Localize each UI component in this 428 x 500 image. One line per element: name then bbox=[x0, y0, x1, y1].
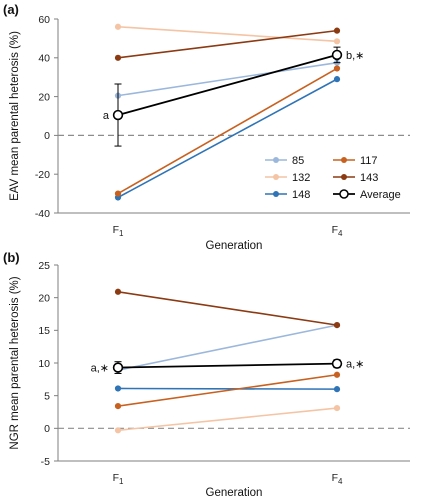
panel-b-series-148-point bbox=[114, 385, 122, 392]
panel-a-series-85-line bbox=[117, 61, 338, 97]
panel-b-series-average-point bbox=[331, 358, 343, 369]
legend-label: 143 bbox=[360, 172, 378, 184]
panel-b-series-148 bbox=[114, 385, 341, 393]
panel-a-y-axis-label: EAV mean parental heterosis (%) bbox=[9, 31, 21, 201]
panel-a-series-148-line bbox=[117, 78, 338, 199]
legend-label: 85 bbox=[292, 155, 304, 167]
panel-a-series-average-point bbox=[112, 109, 124, 121]
legend-label: 148 bbox=[292, 189, 310, 201]
panel-b-series-117-line bbox=[117, 373, 338, 407]
panel-a-x-axis-label: Generation bbox=[206, 240, 263, 252]
panel-b-series-132-point bbox=[114, 427, 122, 434]
panel-a-x-tick-label: F1 bbox=[113, 224, 124, 238]
panel-b-series-average-point bbox=[112, 362, 124, 373]
panel-b-y-tick-label: 15 bbox=[38, 325, 50, 337]
legend-marker bbox=[341, 157, 347, 163]
panel-a-series-117-point bbox=[114, 190, 122, 197]
legend-item-143: 143 bbox=[333, 172, 378, 184]
panel-a-series-85 bbox=[114, 59, 341, 99]
panel-b-series-132 bbox=[114, 404, 341, 434]
panel-a-y-tick-label: 40 bbox=[38, 53, 50, 65]
panel-b-y-tick-label: 5 bbox=[44, 390, 50, 402]
panel-a-label: (a) bbox=[3, 2, 19, 17]
legend: 85 117 132 143 148 Average bbox=[265, 155, 401, 201]
legend-label: 117 bbox=[360, 155, 378, 167]
panel-b-y-tick-label: 20 bbox=[38, 292, 50, 304]
panel-a-y-tick-label: -40 bbox=[35, 208, 50, 220]
panel-b-y-axis-label: NGR mean parental heterosis (%) bbox=[9, 276, 21, 449]
panel-a-series-average-line bbox=[117, 54, 338, 116]
panel-b-series-143 bbox=[114, 288, 341, 329]
panel-a-y-tick-label: 20 bbox=[38, 91, 50, 103]
legend-label: 132 bbox=[292, 172, 310, 184]
panel-a-series-132-line bbox=[117, 25, 338, 43]
panel-b-series-143-point bbox=[333, 322, 341, 329]
panel-a-y-tick-label: 0 bbox=[44, 130, 50, 142]
panel-a-x-tick-label: F4 bbox=[332, 224, 343, 238]
panel-b-label: (b) bbox=[3, 250, 20, 265]
panel-b-y-tick-label: 10 bbox=[38, 358, 50, 370]
panel-a-series-148-point bbox=[333, 76, 341, 83]
panel-b-series-132-point bbox=[333, 404, 341, 412]
legend-item-148: 148 bbox=[265, 189, 310, 201]
panel-b-chart: -5 0 5 10 15 20 25 F1 F4 Generation NGR mean paren… bbox=[3, 250, 410, 499]
legend-marker bbox=[273, 191, 279, 197]
panel-a-series-143-point bbox=[114, 54, 122, 61]
panel-a-annotation: b,∗ bbox=[346, 50, 364, 62]
panel-b-annotation: a,∗ bbox=[346, 359, 364, 371]
legend-item-85: 85 bbox=[265, 155, 304, 167]
panel-b-series-85-line bbox=[117, 324, 338, 371]
panel-a-series-117-point bbox=[333, 65, 341, 72]
legend-marker bbox=[273, 157, 279, 163]
panel-a-series-143-line bbox=[117, 29, 338, 59]
panel-b-y-tick-label: 25 bbox=[38, 260, 50, 272]
panel-b-series-132-line bbox=[117, 407, 338, 432]
panel-b-series-average bbox=[112, 358, 343, 374]
panel-b-series-average-line bbox=[117, 362, 338, 369]
panel-b-series-117 bbox=[114, 371, 341, 410]
panel-a-y-tick-label: -20 bbox=[35, 169, 50, 181]
legend-label: Average bbox=[360, 189, 401, 201]
panel-a-series-average bbox=[112, 46, 343, 147]
panel-b-series-148-line bbox=[117, 387, 338, 390]
panel-b-series-117-point bbox=[114, 403, 122, 410]
panel-b-x-axis-label: Generation bbox=[206, 487, 263, 499]
panel-a-chart: -40 -20 0 20 40 60 F1 F4 Generation EAV mean pare… bbox=[3, 2, 410, 252]
panel-a-annotation: a bbox=[103, 110, 110, 122]
panel-b-annotation: a,∗ bbox=[91, 363, 109, 375]
panel-b-y-tick-label: -5 bbox=[41, 456, 50, 468]
panel-b-x-tick-label: F1 bbox=[113, 472, 124, 486]
legend-marker bbox=[273, 174, 279, 180]
legend-item-132: 132 bbox=[265, 172, 310, 184]
panel-b-series-143-line bbox=[117, 290, 338, 326]
legend-marker bbox=[341, 174, 347, 180]
legend-marker bbox=[339, 189, 349, 199]
panel-a-series-132 bbox=[114, 23, 341, 45]
panel-a-series-average-point bbox=[331, 49, 343, 61]
panel-a-series-132-point bbox=[114, 23, 122, 30]
legend-item-117: 117 bbox=[333, 155, 378, 167]
panel-a-series-117 bbox=[114, 65, 341, 197]
panel-b-y-tick-label: 0 bbox=[44, 423, 50, 435]
panel-b-x-tick-label: F4 bbox=[332, 472, 343, 486]
panel-b-series-143-point bbox=[114, 288, 122, 295]
panel-a-series-143 bbox=[114, 27, 341, 61]
panel-a-series-117-line bbox=[117, 67, 338, 195]
panel-a-y-tick-label: 60 bbox=[38, 14, 50, 26]
panel-a-series-132-point bbox=[333, 38, 341, 45]
panel-a-series-143-point bbox=[333, 27, 341, 34]
panel-b-series-148-point bbox=[333, 386, 341, 393]
legend-item-average: Average bbox=[333, 189, 401, 201]
panel-b-series-117-point bbox=[333, 371, 341, 378]
